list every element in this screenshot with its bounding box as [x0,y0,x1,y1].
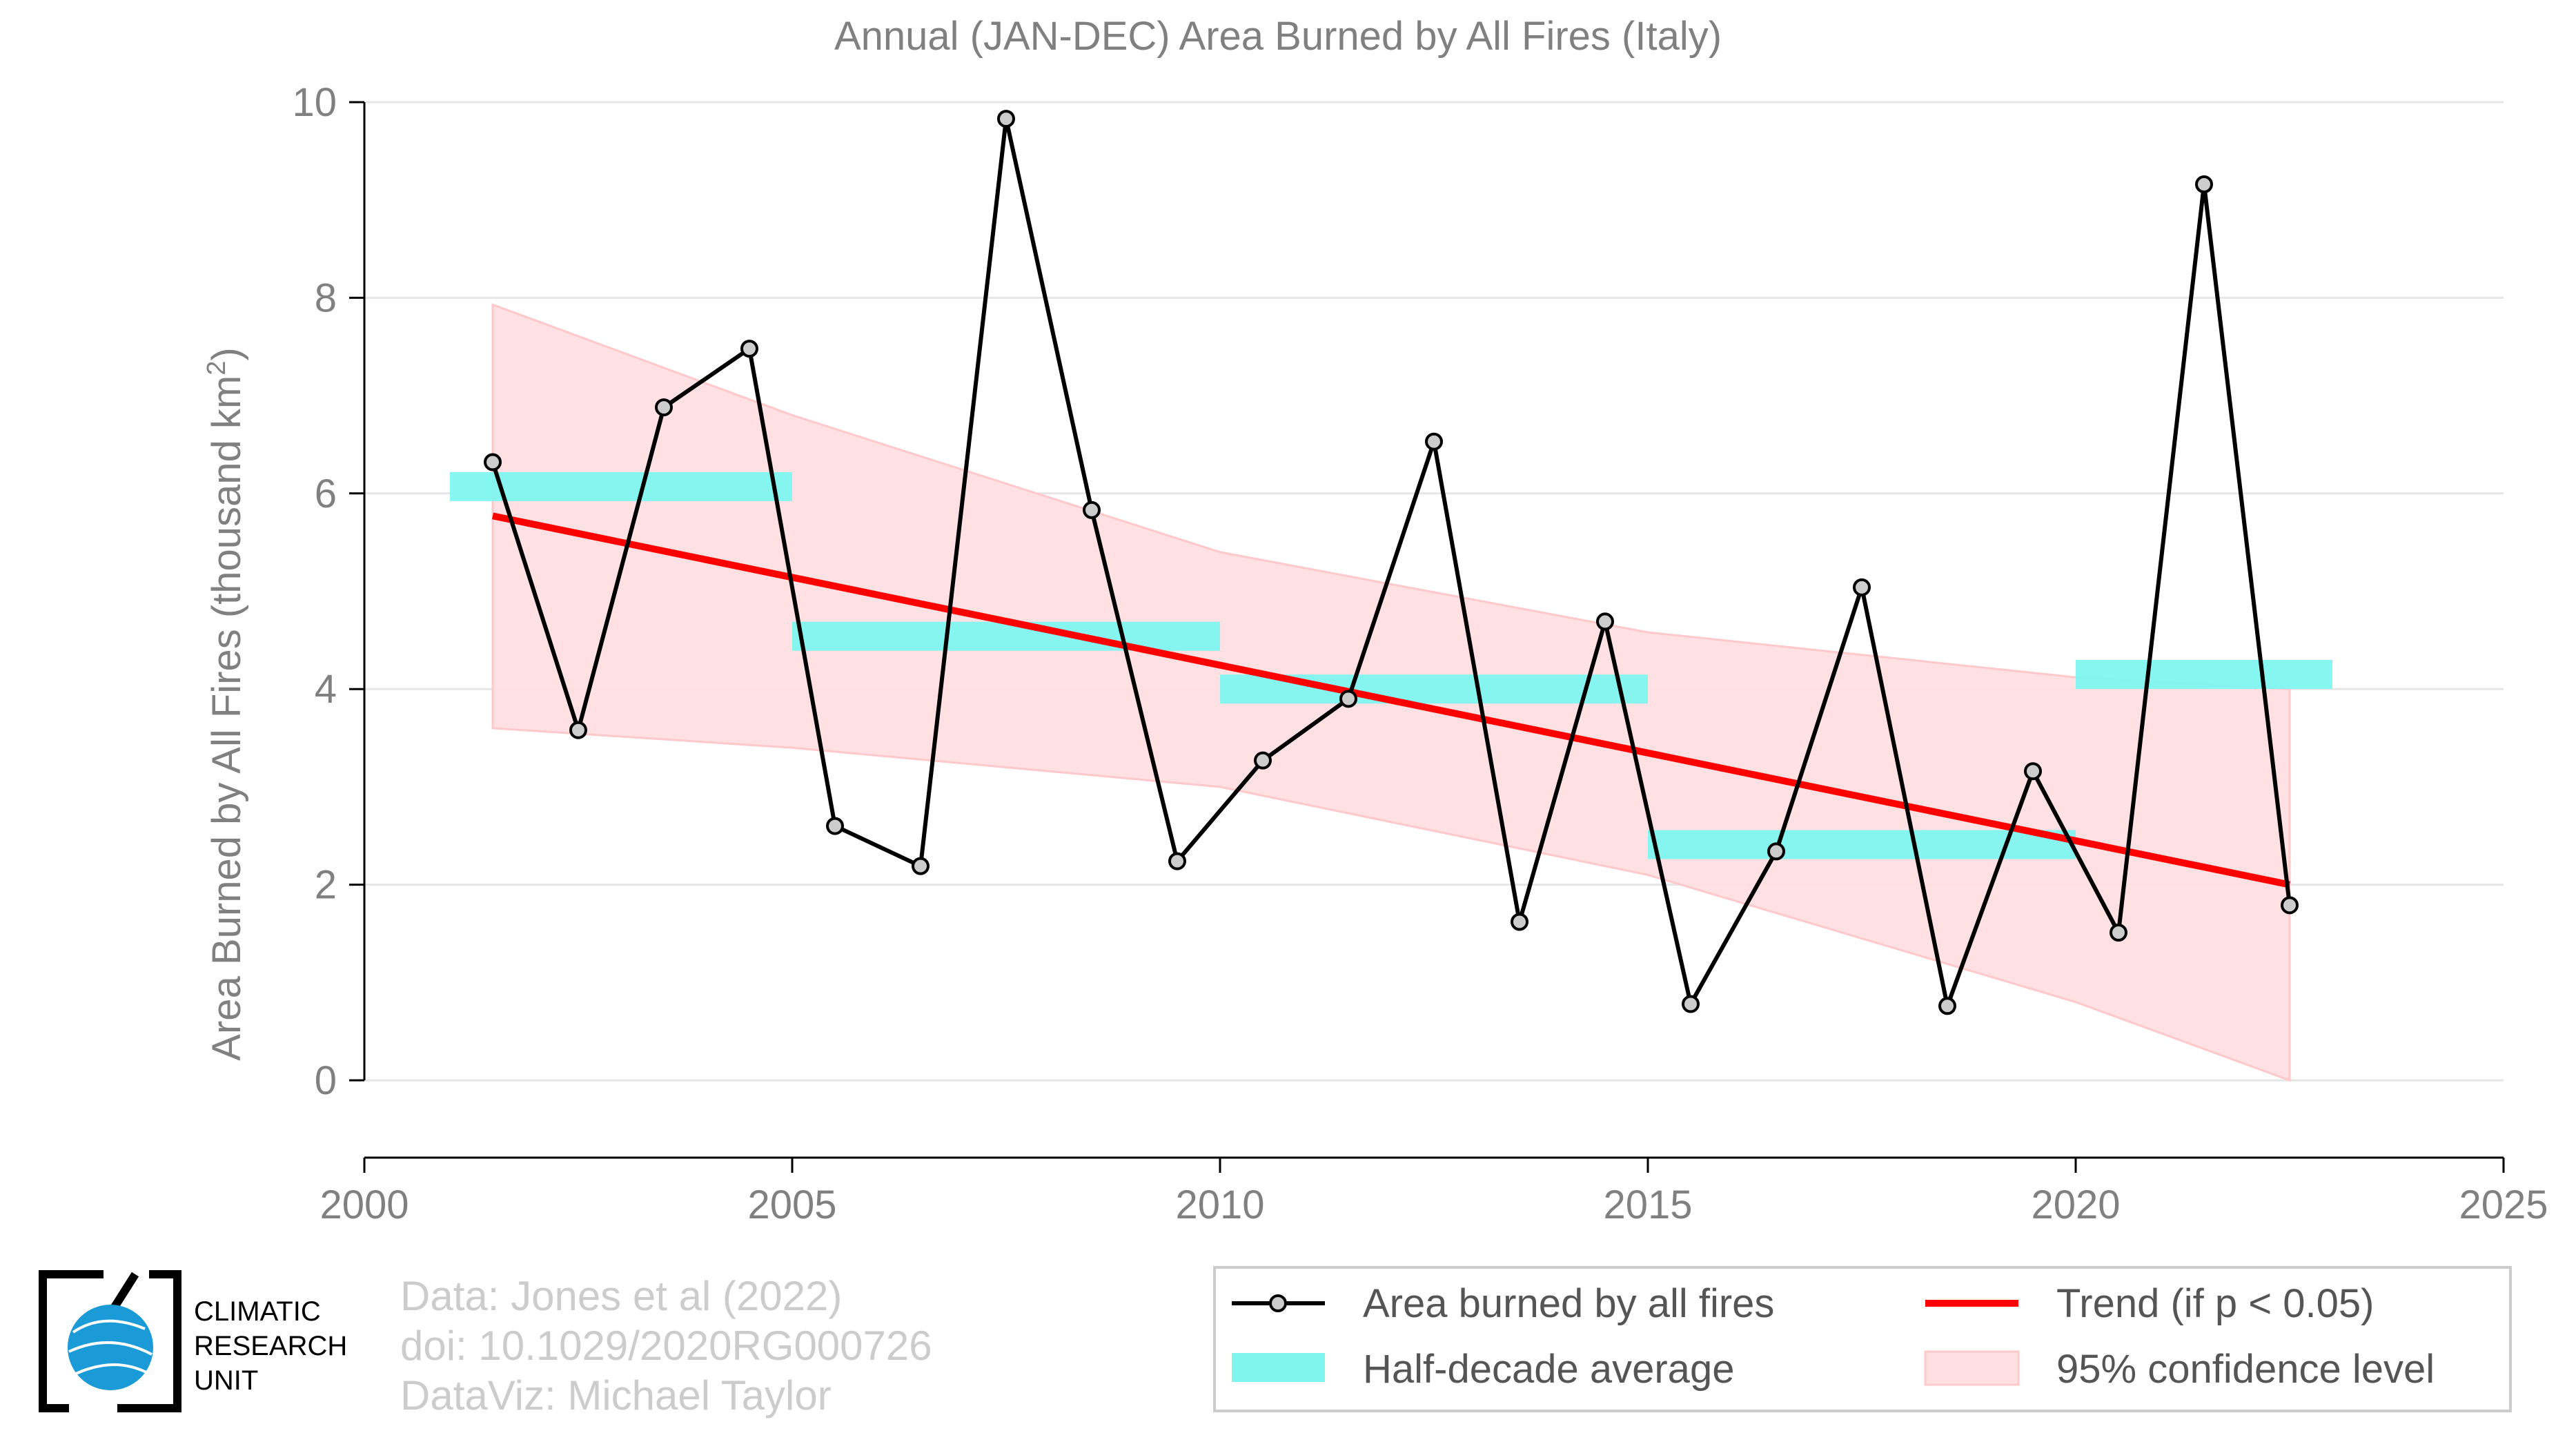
legend-line-marker-point [1269,1294,1287,1312]
y-axis-label-suffix: ) [204,347,249,360]
half-decade-bars [450,471,2332,859]
data-point-2013 [1511,913,1528,931]
globe-swirl-2 [68,1341,153,1356]
x-tick-label-2005: 2005 [747,1182,836,1227]
data-point-2007 [997,110,1015,128]
half-decade-bar-1 [792,621,1220,651]
data-point-2021 [2195,175,2213,194]
legend-label-half-decade: Half-decade average [1363,1347,1734,1392]
x-tick-label-2020: 2020 [2031,1182,2120,1227]
data-point-2009 [1168,852,1186,870]
y-tick-label-0: 0 [315,1058,337,1103]
data-point-2016 [1767,842,1785,861]
y-tick-label-8: 8 [315,275,337,320]
logo-text: CLIMATIC RESEARCH UNIT [194,1294,347,1398]
logo-text-line-2: RESEARCH [194,1331,348,1361]
area-burned-line [491,117,2292,1009]
data-point-2018 [1938,997,1956,1015]
legend-label-area-burned: Area burned by all fires [1363,1281,1774,1326]
y-axis-label-main: Area Burned by All Fires (thousand km [204,376,249,1061]
y-tick-label-4: 4 [315,667,337,712]
data-point-2022 [2281,896,2299,915]
data-point-2012 [1425,432,1443,451]
legend-swatch-confidence [1924,1350,2020,1386]
legend-label-trend: Trend (if p < 0.05) [2056,1281,2374,1326]
credit-data-source: Data: Jones et al (2022) [400,1273,843,1319]
globe-swirl-1 [72,1319,146,1334]
y-tick-label-10: 10 [292,80,337,125]
data-credits: Data: Jones et al (2022) doi: 10.1029/20… [400,1272,932,1421]
data-point-2011 [1339,690,1357,708]
y-tick-label-6: 6 [315,471,337,516]
data-point-2004 [740,340,758,358]
data-point-2017 [1853,578,1871,596]
data-point-2001 [484,453,502,471]
y-tick-label-2: 2 [315,863,337,908]
x-tick-label-2010: 2010 [1175,1182,1264,1227]
x-tick-label-2025: 2025 [2459,1182,2548,1227]
data-point-2006 [912,857,930,875]
legend-label-confidence: 95% confidence level [2056,1347,2435,1392]
data-point-2003 [655,398,673,417]
x-tick-label-2015: 2015 [1603,1182,1692,1227]
data-point-2005 [826,817,844,835]
legend-frame [1213,1266,2512,1412]
data-point-2010 [1254,751,1272,770]
data-point-2015 [1682,995,1700,1013]
y-axis-label-superscript: 2 [202,361,231,376]
data-point-2019 [2024,762,2042,781]
axes: 0 2 4 6 8 10 2000 2005 2010 2015 2020 2025 [292,80,2548,1227]
data-point-2002 [569,721,587,739]
x-tick-label-2000: 2000 [319,1182,409,1227]
logo-text-line-1: CLIMATIC [194,1296,321,1327]
data-point-2020 [2110,924,2127,942]
half-decade-bar-0 [450,471,792,501]
area-burned-series [484,110,2299,1015]
half-decade-bar-4 [2076,659,2332,689]
logo-text-line-3: UNIT [194,1365,259,1396]
legend: Area burned by all fires Half-decade ave… [1213,1266,2512,1412]
credit-dataviz: DataViz: Michael Taylor [400,1372,832,1419]
cru-logo [39,1270,181,1412]
chart-title: Annual (JAN-DEC) Area Burned by All Fire… [834,14,1722,59]
y-axis-label: Area Burned by All Fires (thousand km2) [202,347,249,1060]
data-point-2014 [1596,612,1614,631]
credit-doi: doi: 10.1029/2020RG000726 [400,1323,932,1369]
logo-bracket-left [39,1270,104,1412]
legend-swatch-half-decade [1232,1353,1325,1382]
data-point-2008 [1083,500,1101,519]
globe-swirl-3 [75,1363,147,1375]
logo-bracket-right [117,1270,181,1412]
